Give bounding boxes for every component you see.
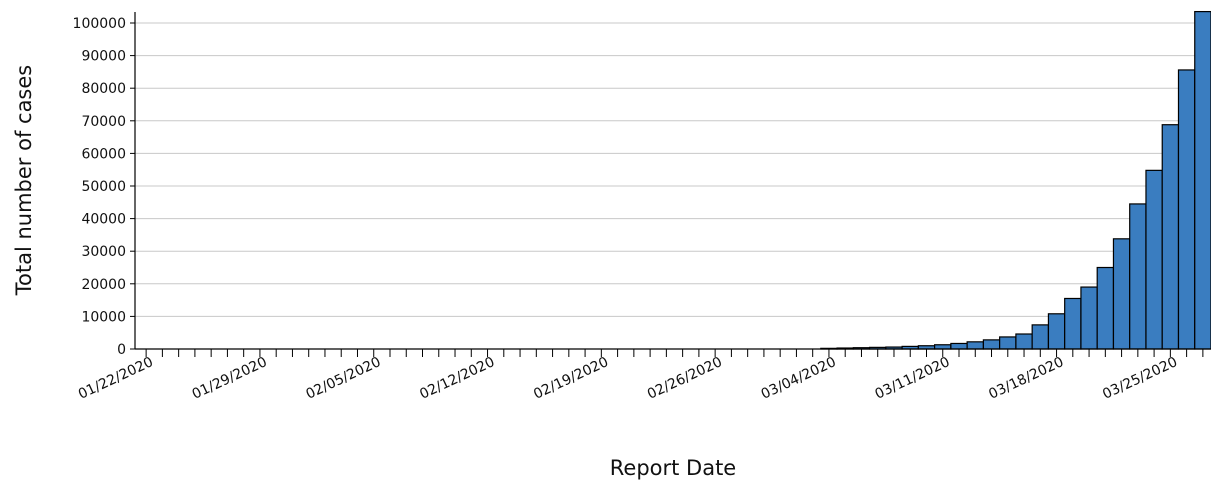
y-tick-label: 60000 (81, 146, 126, 162)
bar (1112, 238, 1131, 350)
x-tick-label: 01/29/2020 (190, 354, 270, 403)
bar (1177, 69, 1196, 350)
bar (1129, 203, 1147, 350)
x-tick-label: 03/04/2020 (759, 354, 839, 403)
y-tick-label: 0 (117, 342, 126, 358)
y-tick-label: 40000 (81, 212, 126, 228)
x-tick-label: 03/25/2020 (1100, 354, 1180, 403)
axes (134, 12, 1211, 350)
gridlines (135, 22, 1211, 317)
x-ticks: 01/22/2020 01/29/2020 02/05/2020 02/12/2020… (76, 349, 1204, 403)
y-tick-label: 20000 (81, 277, 126, 293)
bar (1064, 297, 1082, 350)
y-tick-label: 30000 (81, 244, 126, 260)
bar (1161, 124, 1180, 350)
x-tick-label: 02/19/2020 (531, 354, 611, 403)
x-tick-label: 01/22/2020 (76, 354, 156, 403)
y-tick-labels: 0 10000 20000 30000 40000 50000 60000 70000 8000… (73, 16, 135, 358)
y-axis-title: Total number of cases (12, 65, 36, 297)
bar (966, 341, 984, 350)
y-tick-label: 10000 (81, 309, 126, 325)
bar (1031, 324, 1050, 350)
y-tick-label: 50000 (81, 179, 126, 195)
x-tick-label: 03/18/2020 (986, 354, 1066, 403)
x-axis-title: Report Date (610, 456, 736, 480)
x-tick-label: 02/26/2020 (645, 354, 725, 403)
bars (820, 10, 1211, 350)
y-tick-label: 100000 (73, 16, 126, 32)
bar (934, 344, 952, 350)
y-tick-label: 90000 (81, 49, 126, 65)
bar (982, 339, 1001, 350)
x-tick-label: 02/05/2020 (304, 354, 384, 403)
bar (950, 342, 968, 350)
y-tick-label: 70000 (81, 114, 126, 130)
bar (1096, 266, 1115, 350)
bar (999, 336, 1017, 350)
x-tick-label: 02/12/2020 (417, 354, 497, 403)
x-tick-label: 03/11/2020 (873, 354, 953, 403)
y-tick-label: 80000 (81, 81, 126, 97)
bar (1145, 169, 1163, 350)
bar (1015, 333, 1033, 350)
bar (1047, 313, 1066, 350)
bar (1194, 10, 1211, 350)
bar (1080, 286, 1098, 350)
